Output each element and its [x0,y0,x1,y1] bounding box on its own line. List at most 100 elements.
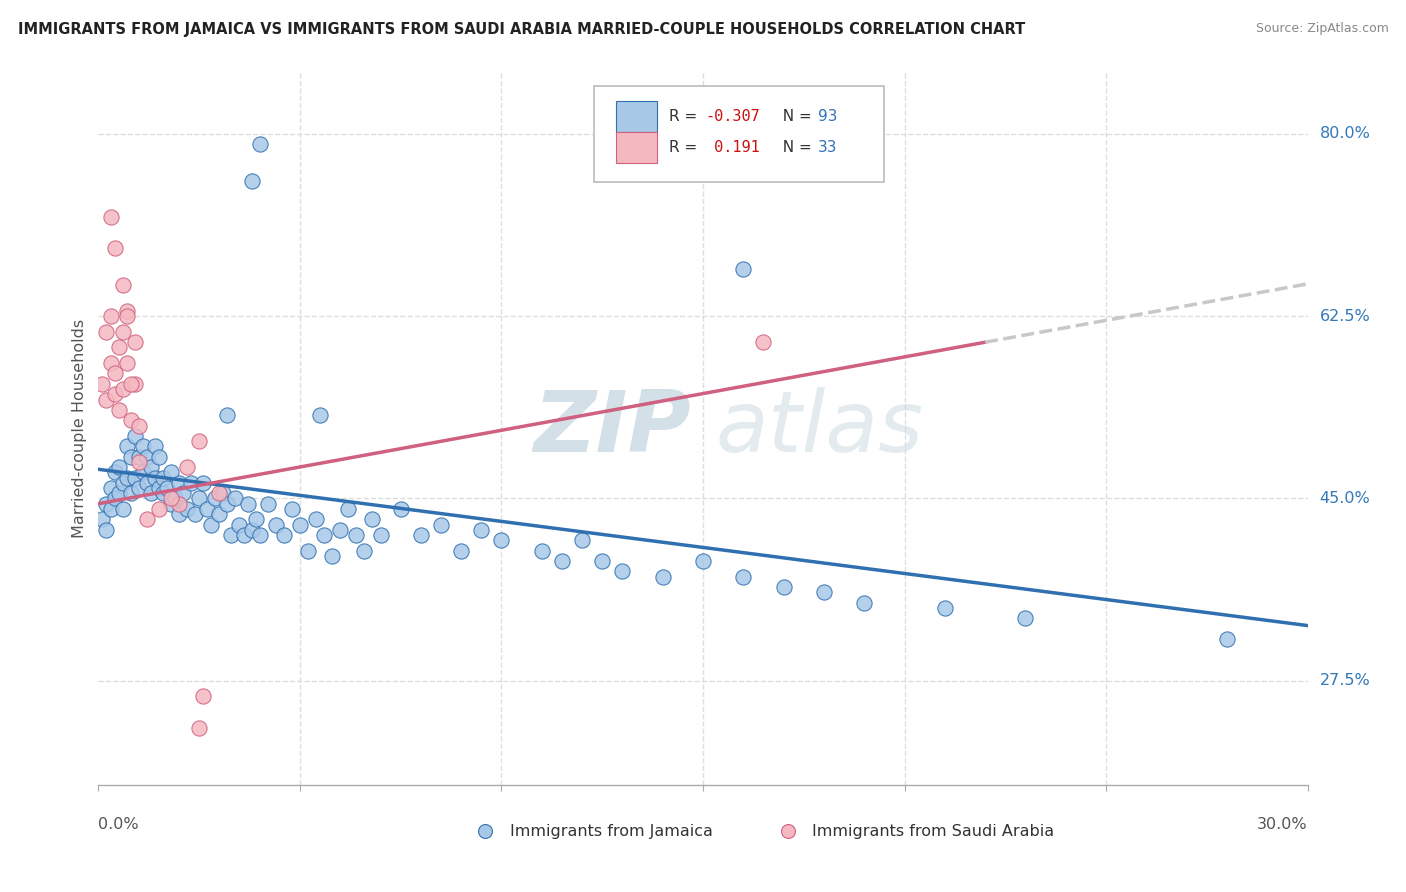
Point [195,502,218,516]
Point [124,335,146,350]
Point [100,356,122,370]
Point [100,309,122,323]
Point [139,486,162,500]
Point [321,549,343,563]
Point [188,434,211,449]
Point [530,543,553,558]
Point [551,554,574,568]
Text: R =: R = [669,109,702,124]
Point [591,554,613,568]
Point [430,517,453,532]
Point [217,408,239,422]
Point [297,543,319,558]
Point [314,528,336,542]
Point [156,481,179,495]
FancyBboxPatch shape [616,101,657,132]
Point [120,376,142,391]
Point [692,554,714,568]
Point [853,596,876,610]
Point [184,507,207,521]
Point [124,429,146,443]
Point [128,455,150,469]
Text: 93: 93 [818,109,838,124]
Point [100,211,122,225]
Point [370,528,392,542]
Point [208,507,231,521]
Point [470,523,492,537]
Text: 30.0%: 30.0% [1257,817,1308,832]
Point [228,517,250,532]
Point [111,502,134,516]
Point [91,376,114,391]
Point [111,382,134,396]
Point [128,481,150,495]
Point [111,475,134,490]
Point [111,277,134,292]
Point [96,325,118,339]
Point [115,439,138,453]
Point [96,497,118,511]
Point [752,335,775,350]
Point [204,491,226,506]
Point [167,507,190,521]
Text: Immigrants from Jamaica: Immigrants from Jamaica [509,824,713,838]
Point [107,340,129,354]
Text: Source: ZipAtlas.com: Source: ZipAtlas.com [1256,22,1389,36]
Point [120,486,142,500]
Point [813,585,835,599]
Point [103,242,125,256]
Point [160,491,183,506]
Point [733,569,755,583]
Point [1014,611,1036,625]
Point [249,528,271,542]
Point [96,523,118,537]
Point [240,174,263,188]
Point [120,450,142,464]
Point [309,408,332,422]
Point [273,528,295,542]
Text: -0.307: -0.307 [706,109,761,124]
Point [651,569,673,583]
Point [264,517,287,532]
Point [193,690,215,704]
Point [188,491,211,506]
Point [128,418,150,433]
Point [115,470,138,484]
Point [107,460,129,475]
Point [236,497,259,511]
Point [571,533,593,548]
Point [91,512,114,526]
Point [337,502,360,516]
Point [172,486,194,500]
Point [143,470,166,484]
Point [344,528,367,542]
Point [124,470,146,484]
Text: N =: N = [773,109,817,124]
Point [409,528,432,542]
Y-axis label: Married-couple Households: Married-couple Households [72,318,87,538]
Point [256,497,278,511]
Point [103,387,125,401]
Text: ZIP: ZIP [534,386,692,470]
Point [152,486,174,500]
Point [329,523,352,537]
Point [135,450,157,464]
FancyBboxPatch shape [595,86,884,182]
Point [135,475,157,490]
Point [160,497,183,511]
Point [245,512,267,526]
Point [1216,632,1239,646]
Point [193,475,215,490]
Text: 62.5%: 62.5% [1320,309,1371,324]
Text: N =: N = [773,140,817,155]
Text: atlas: atlas [716,386,924,470]
Point [167,475,190,490]
Point [200,517,222,532]
Point [115,309,138,323]
Point [115,304,138,318]
Point [612,565,634,579]
Point [135,512,157,526]
Point [124,376,146,391]
Point [132,466,155,480]
Point [224,491,246,506]
